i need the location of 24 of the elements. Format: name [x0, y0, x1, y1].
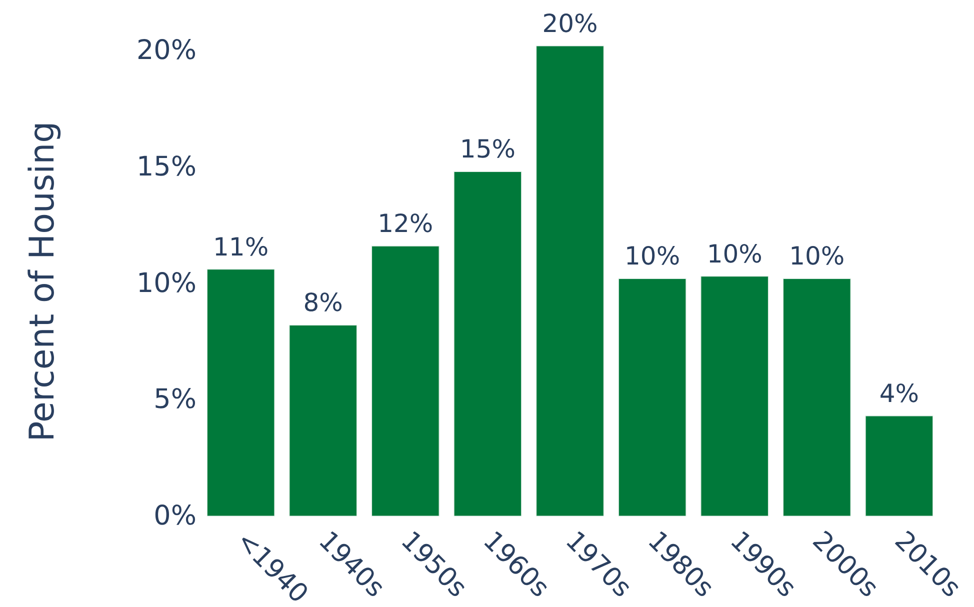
y-tick-label: 15% — [136, 151, 196, 182]
bar — [289, 324, 358, 516]
bar — [700, 276, 769, 516]
data-label: 4% — [879, 378, 920, 408]
bar — [206, 269, 275, 516]
data-label: 10% — [789, 242, 845, 271]
bar — [371, 246, 440, 516]
data-label: 10% — [624, 242, 680, 271]
bar — [454, 171, 522, 516]
data-label: 8% — [303, 288, 343, 318]
data-label: 11% — [213, 232, 269, 262]
data-label: 12% — [378, 209, 434, 238]
y-tick-label: 10% — [136, 268, 196, 299]
bar — [536, 46, 604, 516]
data-label: 20% — [542, 9, 598, 38]
bar — [865, 416, 934, 516]
data-label: 10% — [706, 239, 762, 268]
y-tick-label: 5% — [154, 384, 196, 416]
bar — [618, 278, 686, 516]
bar — [782, 278, 851, 516]
y-axis-title: Percent of Housing — [22, 121, 62, 442]
data-label: 15% — [460, 134, 516, 164]
y-tick-label: 20% — [136, 35, 196, 66]
y-tick-label: 0% — [154, 500, 196, 532]
